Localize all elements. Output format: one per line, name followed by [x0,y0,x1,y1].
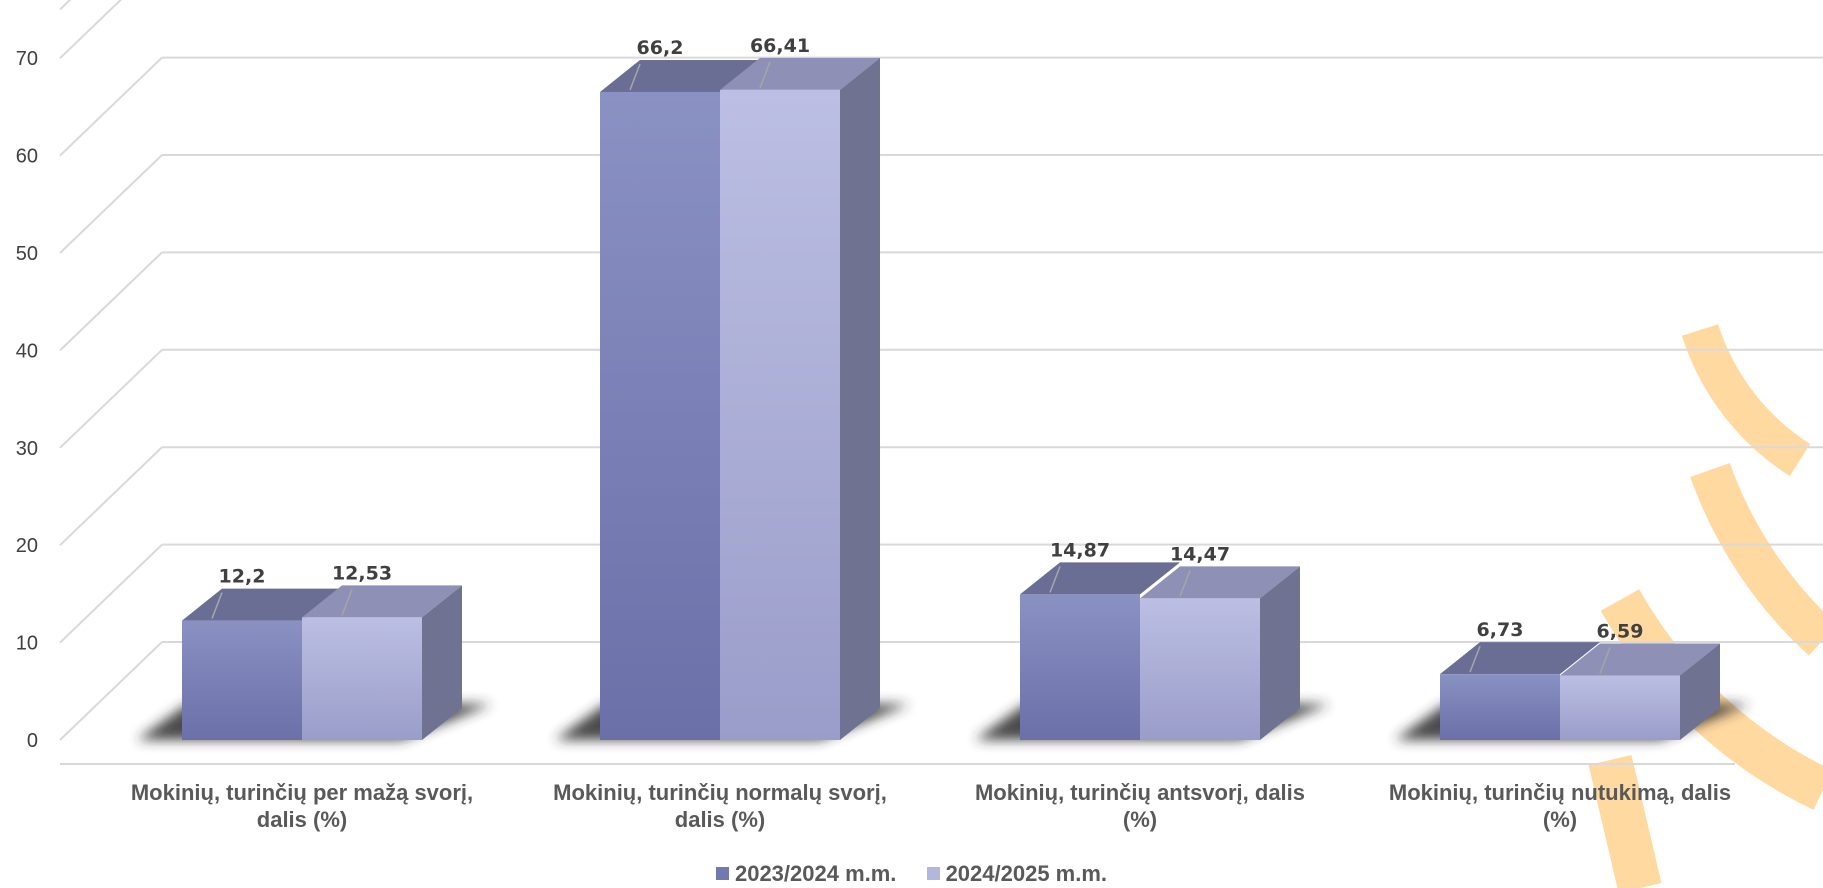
y-tick-label: 50 [16,243,38,265]
y-tick-label: 30 [16,438,38,460]
y-tick-label: 10 [16,633,38,655]
data-label: 6,73 [1477,619,1524,641]
category-label-line: dalis (%) [675,807,765,832]
bar-series-2-category-1 [302,585,462,740]
data-label: 14,87 [1050,539,1110,561]
y-tick-label: 0 [27,730,38,752]
category-label: Mokinių, turinčių per mažą svorį, dalis (… [131,780,473,832]
bar-top-face [1440,642,1600,675]
bar-series-2-category-4 [1560,643,1720,740]
bar-front-face [600,91,720,741]
bar-side-face [1680,643,1720,740]
gridline-diagonal [59,0,123,59]
data-label-leader [629,63,641,91]
bar-series-1-category-3 [1020,562,1180,740]
bar-top-face [600,59,760,92]
bar-front-face [1020,594,1140,740]
data-label-leader [341,589,353,616]
legend: 2023/2024 m.m. 2024/2025 m.m. [0,860,1823,887]
category-label-line: Mokinių, turinčių nutukimą, dalis [1389,780,1731,805]
bar-front-face [1140,598,1260,740]
category-label: Mokinių, turinčių normalų svorį, dalis (%… [553,780,887,832]
gridline-diagonal [59,349,163,449]
gridline-diagonal [59,446,163,546]
category-label: Mokinių, turinčių nutukimą, dalis (%) [1389,780,1731,832]
bar-top-face [720,57,880,90]
data-label: 66,41 [750,35,810,57]
bar-top-face [302,585,462,618]
legend-item-series-1: 2023/2024 m.m. [715,860,897,887]
bar-front-face [1440,674,1560,740]
data-label: 12,53 [332,562,392,584]
data-label: 14,47 [1170,543,1230,565]
bar-series-1-category-1 [182,588,342,740]
bar-front-face [720,89,840,741]
bar-front-face [302,617,422,740]
data-label: 6,59 [1597,620,1644,642]
gridline-diagonal [59,543,163,644]
bar-side-face [840,57,880,741]
watermark-arc [1681,323,1811,477]
data-label-leader [1049,566,1061,593]
data-label-leader [1179,570,1191,597]
data-label-leader [1469,645,1481,673]
category-label-line: dalis (%) [257,807,347,832]
y-tick-label: 60 [16,146,38,168]
category-label-line: Mokinių, turinčių normalų svorį, [553,780,887,805]
y-tick-label: 70 [16,48,38,70]
legend-swatch-series-1 [715,867,729,880]
category-label: Mokinių, turinčių antsvorį, dalis (%) [975,780,1305,832]
data-label-leader [759,61,771,89]
y-tick-label: 40 [16,340,38,362]
watermark-arc [1588,754,1662,888]
data-label: 12,2 [219,566,266,588]
category-label-line: Mokinių, turinčių per mažą svorį, [131,780,473,805]
bar-top-face [1020,562,1180,595]
data-label-leader [211,592,223,619]
legend-label-series-2: 2024/2025 m.m. [945,860,1108,886]
bar-top-face [1560,643,1720,676]
bar-side-face [422,585,462,740]
watermark-arc [1690,462,1823,656]
gridline-diagonal [59,154,163,254]
gridline-diagonal [59,641,163,741]
bar-top-face [182,588,342,621]
bar-front-face [182,620,302,740]
bar-series-1-category-2 [600,59,760,741]
gridline-diagonal [59,251,163,352]
bar-front-face [1560,675,1680,740]
category-label-line: (%) [1543,807,1577,832]
gridline-diagonal [59,56,163,157]
legend-item-series-2: 2024/2025 m.m. [926,860,1108,887]
bar-series-1-category-4 [1440,642,1600,740]
bar-side-face [1260,566,1300,740]
category-label-line: Mokinių, turinčių antsvorį, dalis [975,780,1305,805]
data-label: 66,2 [637,37,684,59]
y-tick-label: 20 [16,535,38,557]
legend-label-series-1: 2023/2024 m.m. [734,860,897,886]
legend-swatch-series-2 [926,867,940,880]
bar-series-2-category-2 [720,57,880,741]
category-label-line: (%) [1123,807,1157,832]
data-label-leader [1599,647,1611,674]
bar-series-2-category-3 [1140,566,1300,740]
bar-top-face [1140,566,1300,599]
